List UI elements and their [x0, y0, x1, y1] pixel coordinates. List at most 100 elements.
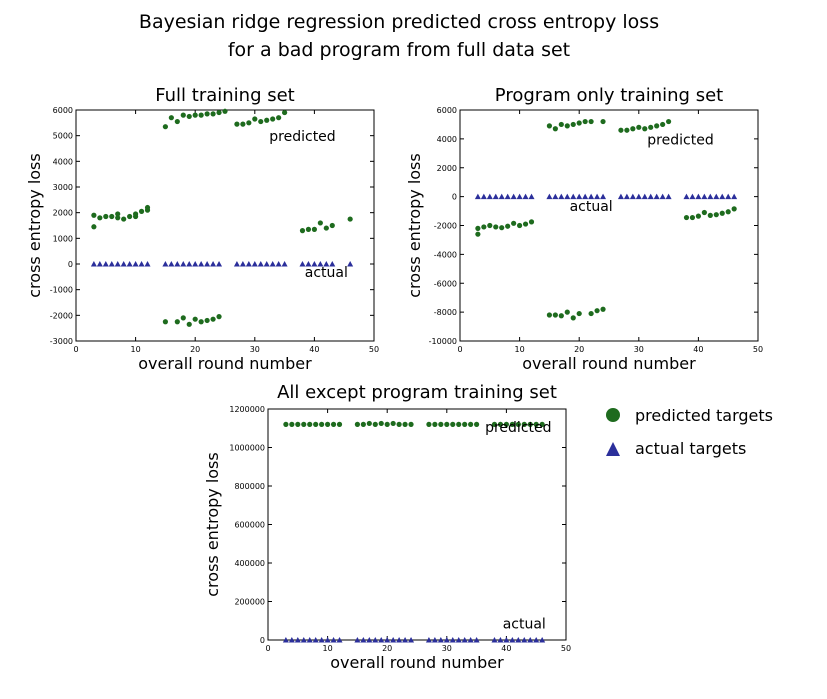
data-point-actual	[600, 193, 607, 200]
data-point-actual	[396, 637, 403, 643]
data-point-predicted	[127, 213, 133, 220]
y-tick-label: 600000	[234, 521, 265, 530]
data-point-actual	[719, 193, 726, 200]
data-point-actual	[263, 261, 270, 267]
data-point-predicted	[521, 421, 527, 427]
data-point-actual	[192, 261, 199, 267]
x-tick-label: 0	[457, 345, 462, 354]
data-point-predicted	[162, 319, 168, 325]
y-tick-label: -3000	[50, 337, 73, 346]
data-point-actual	[533, 637, 540, 643]
data-point-predicted	[186, 113, 192, 120]
x-tick-label: 20	[382, 644, 392, 653]
x-tick-label: 50	[369, 345, 379, 354]
data-point-actual	[275, 261, 282, 267]
data-point-actual	[257, 261, 264, 267]
data-point-actual	[288, 637, 295, 643]
data-point-actual	[701, 193, 708, 200]
data-point-predicted	[210, 316, 216, 322]
data-point-predicted	[378, 420, 384, 427]
data-point-actual	[516, 193, 523, 200]
data-point-actual	[402, 637, 409, 643]
y-tick-label: 0	[68, 260, 73, 269]
y-tick-label: 1000000	[229, 444, 265, 453]
data-point-actual	[216, 261, 223, 267]
plot-panel-2: Program only training set 0 10 20 30 40 50 -100…	[405, 85, 763, 373]
data-point-predicted	[666, 118, 672, 125]
data-point-actual	[539, 637, 546, 643]
data-point-predicted	[210, 111, 216, 117]
data-point-predicted	[115, 211, 121, 217]
x-tick-label: 0	[73, 345, 78, 354]
data-point-predicted	[144, 204, 151, 211]
data-point-predicted	[354, 421, 360, 427]
x-tick-label: 30	[442, 644, 452, 653]
y-tick-label: 200000	[234, 598, 265, 607]
data-point-predicted	[588, 310, 594, 317]
data-point-predicted	[719, 210, 725, 216]
data-point-predicted	[511, 220, 517, 226]
data-point-predicted	[390, 420, 396, 427]
data-point-actual	[102, 261, 109, 267]
y-tick-label: 2000	[437, 164, 457, 173]
y-tick-label: -10000	[429, 337, 457, 346]
data-point-predicted	[246, 120, 252, 126]
series-actual	[282, 637, 546, 643]
data-point-actual	[323, 261, 330, 267]
data-point-actual	[659, 193, 666, 200]
data-point-predicted	[198, 319, 204, 325]
data-point-actual	[239, 261, 246, 267]
data-point-predicted	[630, 126, 636, 132]
annotation-predicted: predicted	[647, 133, 713, 149]
data-point-actual	[455, 637, 462, 643]
data-point-predicted	[299, 228, 306, 234]
data-point-predicted	[517, 222, 523, 229]
data-point-predicted	[546, 312, 553, 318]
annotation-actual: actual	[503, 616, 546, 632]
data-point-actual	[186, 261, 193, 267]
data-point-predicted	[282, 109, 288, 116]
y-tick-label: -2000	[50, 311, 73, 320]
data-point-predicted	[438, 421, 444, 427]
data-point-actual	[665, 193, 672, 200]
data-point-predicted	[216, 109, 222, 116]
data-point-predicted	[505, 223, 511, 229]
data-point-predicted	[317, 220, 323, 226]
data-point-actual	[552, 193, 559, 200]
data-point-actual	[233, 261, 240, 267]
data-point-actual	[713, 193, 720, 200]
x-axis-label: overall round number	[138, 354, 312, 373]
data-point-predicted	[636, 124, 642, 130]
y-axis-label: cross entropy loss	[25, 153, 44, 297]
data-point-actual	[114, 261, 121, 267]
data-point-predicted	[564, 123, 570, 129]
data-point-predicted	[402, 421, 408, 427]
data-point-predicted	[660, 121, 666, 128]
data-point-actual	[695, 193, 702, 200]
data-point-predicted	[319, 421, 325, 427]
annotation-actual: actual	[305, 265, 348, 281]
data-point-actual	[90, 261, 97, 267]
data-point-predicted	[594, 308, 600, 314]
series-actual	[90, 261, 354, 267]
data-point-predicted	[624, 127, 630, 133]
y-tick-label: 2000	[53, 209, 73, 218]
y-tick-label: -4000	[434, 250, 457, 259]
plot-title: All except program training set	[277, 382, 557, 403]
data-point-actual	[582, 193, 589, 200]
data-point-actual	[558, 193, 565, 200]
data-point-actual	[245, 261, 252, 267]
data-point-predicted	[432, 421, 438, 427]
data-point-predicted	[618, 127, 624, 133]
data-point-actual	[324, 637, 331, 643]
annotation-predicted: predicted	[485, 420, 551, 436]
data-point-predicted	[301, 421, 307, 427]
y-tick-label: 0	[452, 193, 457, 202]
data-point-predicted	[240, 121, 246, 127]
plot-title: Full training set	[155, 85, 294, 106]
data-point-actual	[443, 637, 450, 643]
data-point-predicted	[491, 421, 498, 427]
data-point-actual	[282, 637, 289, 643]
data-point-actual	[689, 193, 696, 200]
data-point-predicted	[115, 215, 121, 221]
